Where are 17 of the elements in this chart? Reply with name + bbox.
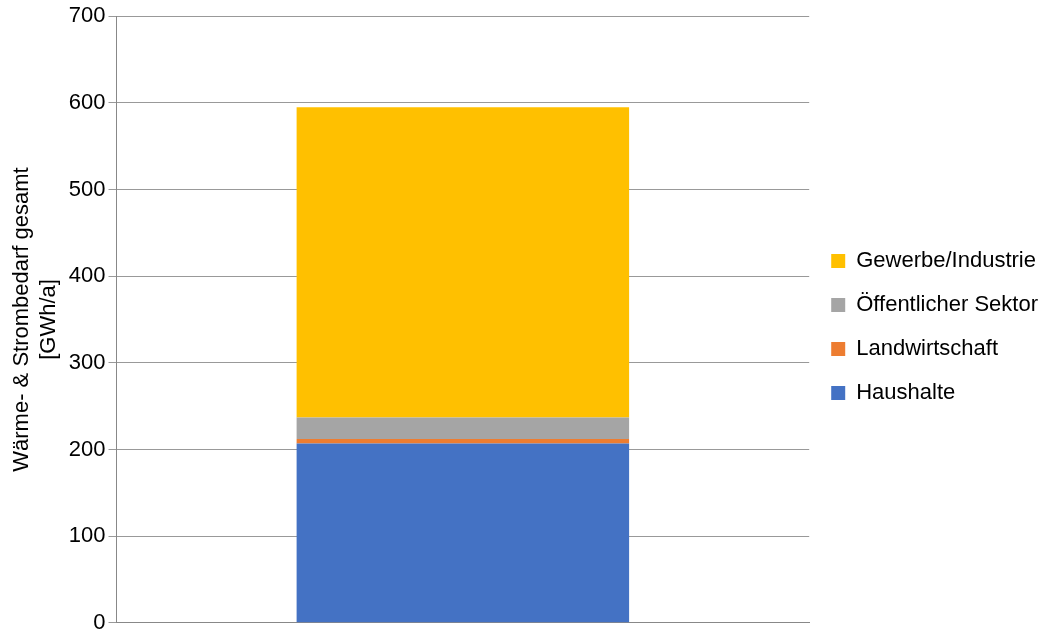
y-tick-label: 100: [68, 522, 106, 548]
y-tick-label: 600: [68, 88, 106, 114]
bar: [296, 417, 630, 440]
legend-label: Gewerbe/Industrie: [856, 247, 1036, 273]
y-tick-label: 500: [68, 175, 106, 201]
legend-label: Landwirtschaft: [856, 335, 999, 361]
legend-label: Öffentlicher Sektor: [856, 291, 1039, 317]
y-tick-label: 300: [68, 348, 106, 374]
y-axis-title: Wärme- & Strombedarf gesamt [GWh/a]: [8, 167, 60, 472]
legend-label: Haushalte: [856, 379, 956, 405]
bar: [296, 439, 630, 444]
y-tick-label: 200: [68, 435, 106, 461]
bar: [296, 443, 630, 623]
y-tick-label: 700: [68, 2, 106, 28]
y-tick-label: 400: [68, 262, 106, 288]
bar: [296, 107, 630, 418]
y-tick-label: 0: [93, 608, 106, 634]
